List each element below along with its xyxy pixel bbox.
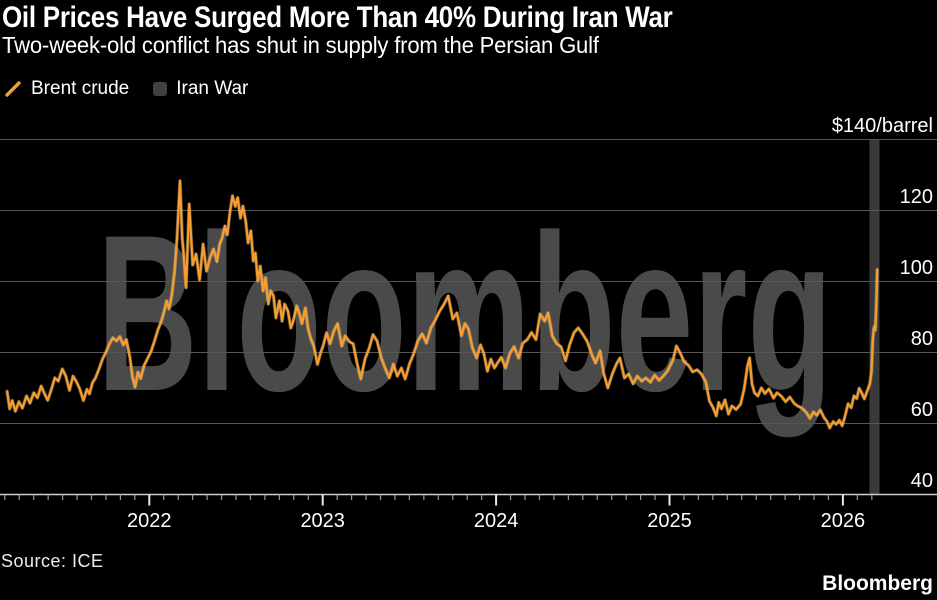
x-axis-label: 2026 [821, 510, 866, 532]
x-axis-label: 2022 [127, 510, 172, 532]
y-axis-label: 80 [911, 328, 933, 350]
brent-line [5, 179, 879, 430]
y-axis-label: $140/barrel [832, 115, 933, 137]
legend: Brent crude Iran War [4, 78, 248, 100]
x-axis-label: 2024 [474, 510, 519, 532]
watermark-text: Bloomberg [97, 190, 833, 438]
y-axis-label: 100 [900, 257, 933, 279]
legend-label-iran-war: Iran War [176, 78, 249, 99]
y-axis-label: 40 [911, 470, 933, 492]
y-axis-label: 120 [900, 186, 933, 208]
iran-war-band [869, 139, 880, 494]
x-axis-label: 2025 [647, 510, 692, 532]
bloomberg-logo: Bloomberg [822, 572, 933, 595]
band-swatch-icon [153, 82, 168, 96]
legend-label-brent: Brent crude [31, 78, 130, 99]
page-title: Oil Prices Have Surged More Than 40% Dur… [2, 1, 673, 34]
page-subtitle: Two-week-old conflict has shut in supply… [2, 32, 599, 58]
y-axis-label: 60 [911, 399, 933, 421]
source-note: Source: ICE [1, 551, 104, 571]
legend-item-brent: Brent crude [4, 78, 129, 100]
x-axis-label: 2023 [300, 510, 345, 532]
line-swatch-icon [5, 81, 21, 97]
legend-item-iran-war: Iran War [153, 78, 248, 100]
